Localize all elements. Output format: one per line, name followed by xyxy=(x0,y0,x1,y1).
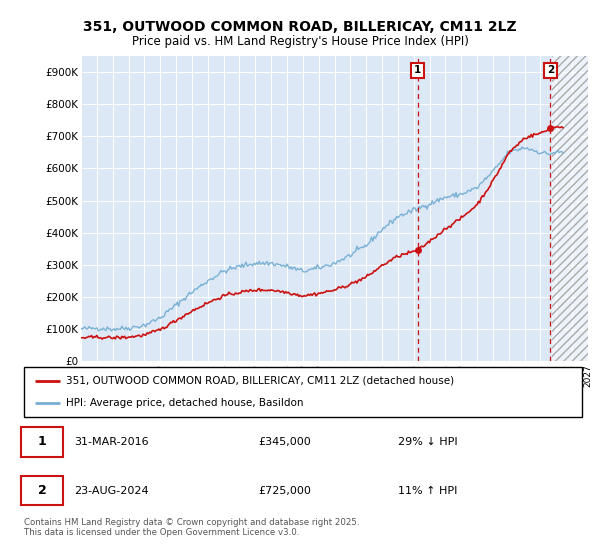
FancyBboxPatch shape xyxy=(24,367,582,417)
Text: 31-MAR-2016: 31-MAR-2016 xyxy=(74,437,149,447)
Bar xyxy=(553,56,588,361)
FancyBboxPatch shape xyxy=(21,427,63,456)
Text: Contains HM Land Registry data © Crown copyright and database right 2025.
This d: Contains HM Land Registry data © Crown c… xyxy=(24,518,359,538)
Text: 11% ↑ HPI: 11% ↑ HPI xyxy=(398,486,457,496)
Text: 1: 1 xyxy=(38,435,47,449)
Text: 29% ↓ HPI: 29% ↓ HPI xyxy=(398,437,457,447)
Text: 1: 1 xyxy=(414,65,421,75)
Text: 351, OUTWOOD COMMON ROAD, BILLERICAY, CM11 2LZ: 351, OUTWOOD COMMON ROAD, BILLERICAY, CM… xyxy=(83,20,517,34)
Text: 23-AUG-2024: 23-AUG-2024 xyxy=(74,486,149,496)
Text: £725,000: £725,000 xyxy=(259,486,311,496)
Text: 2: 2 xyxy=(38,484,47,497)
Bar xyxy=(553,56,588,361)
Text: 2: 2 xyxy=(547,65,554,75)
Text: HPI: Average price, detached house, Basildon: HPI: Average price, detached house, Basi… xyxy=(66,398,304,408)
Text: £345,000: £345,000 xyxy=(259,437,311,447)
Text: Price paid vs. HM Land Registry's House Price Index (HPI): Price paid vs. HM Land Registry's House … xyxy=(131,35,469,48)
Text: 351, OUTWOOD COMMON ROAD, BILLERICAY, CM11 2LZ (detached house): 351, OUTWOOD COMMON ROAD, BILLERICAY, CM… xyxy=(66,376,454,386)
FancyBboxPatch shape xyxy=(21,476,63,505)
